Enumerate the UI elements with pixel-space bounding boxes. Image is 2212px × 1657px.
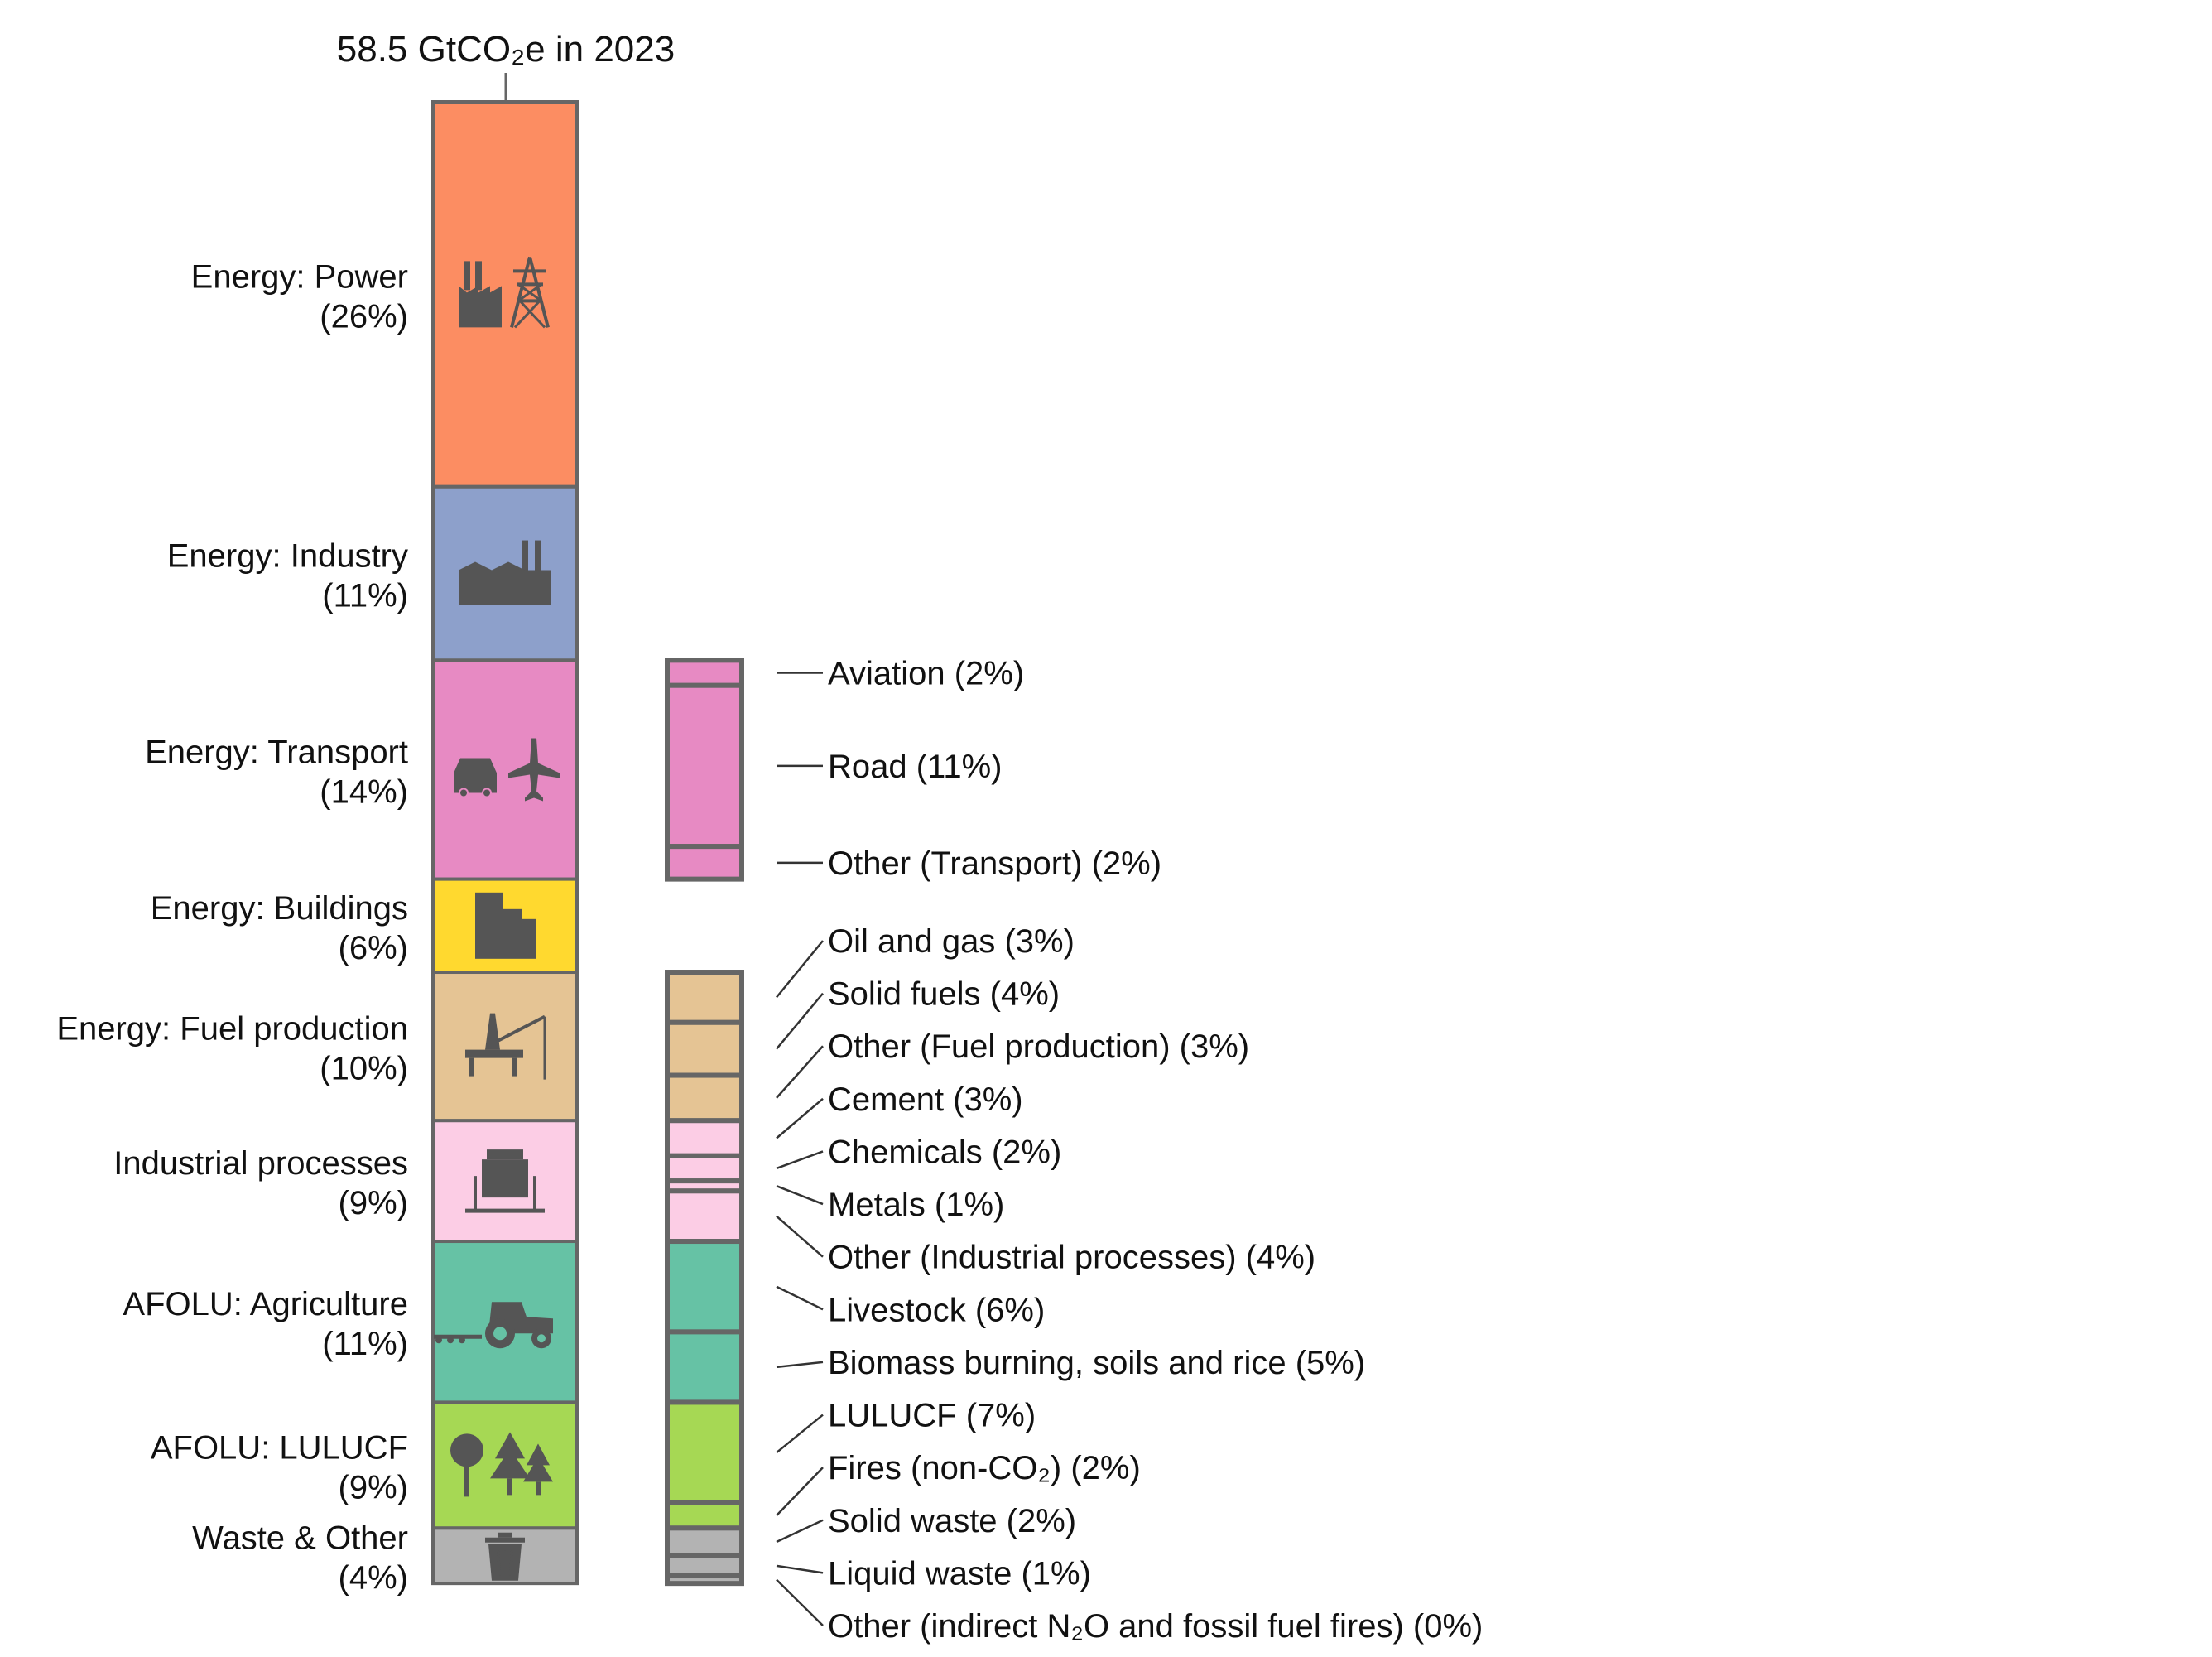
subsector-label: Oil and gas (3%) bbox=[828, 923, 1075, 960]
subsector-segment bbox=[665, 1525, 744, 1558]
subsector-label: Other (indirect N₂O and fossil fuel fire… bbox=[828, 1608, 1483, 1645]
sector-pct-ip: (9%) bbox=[339, 1185, 408, 1221]
subsector-label: Metals (1%) bbox=[828, 1187, 1004, 1223]
factory-pylon-icon bbox=[459, 256, 550, 329]
sector-label-transport: Energy: Transport bbox=[145, 734, 408, 770]
cement-mixer-icon bbox=[465, 1149, 545, 1213]
subsector-label: Fires (non-CO₂) (2%) bbox=[828, 1450, 1141, 1486]
buildings-icon bbox=[475, 892, 536, 959]
subsector-label: Cement (3%) bbox=[828, 1081, 1023, 1118]
sector-label-lulucf: AFOLU: LULUCF bbox=[151, 1429, 408, 1466]
subsector-leader-line bbox=[776, 1414, 824, 1454]
subsector-leader-line bbox=[776, 1150, 824, 1170]
sector-label-ip: Industrial processes bbox=[113, 1145, 408, 1182]
subsector-label: Other (Industrial processes) (4%) bbox=[828, 1240, 1315, 1276]
sector-pct-power: (26%) bbox=[320, 298, 408, 335]
trash-can-icon bbox=[485, 1532, 525, 1581]
sector-pct-industry: (11%) bbox=[322, 578, 408, 614]
oil-rig-icon bbox=[465, 1013, 546, 1080]
sector-label-agri: AFOLU: Agriculture bbox=[123, 1286, 408, 1322]
subsector-bars bbox=[665, 658, 744, 1587]
subsector-label: Liquid waste (1%) bbox=[828, 1555, 1091, 1592]
sector-labels: Energy: Power(26%)Energy: Industry(11%)E… bbox=[56, 258, 408, 1596]
subsector-label: Road (11%) bbox=[828, 749, 1002, 785]
subsector-leader-line bbox=[776, 992, 824, 1050]
subsector-leader-line bbox=[776, 1361, 824, 1369]
subsector-segment bbox=[665, 844, 744, 882]
subsector-segment bbox=[665, 1239, 744, 1335]
subsector-leader-line bbox=[776, 1519, 824, 1544]
sector-pct-waste: (4%) bbox=[339, 1560, 408, 1597]
subsector-segment bbox=[665, 1072, 744, 1124]
subsector-leader-line bbox=[776, 1097, 824, 1139]
subsector-segment bbox=[665, 1153, 744, 1184]
sector-label-waste: Waste & Other bbox=[192, 1520, 408, 1557]
subsector-segment bbox=[665, 1553, 744, 1579]
subsector-label: Biomass burning, soils and rice (5%) bbox=[828, 1345, 1365, 1381]
factory-icon bbox=[459, 540, 551, 605]
subsector-label: Livestock (6%) bbox=[828, 1292, 1045, 1328]
subsector-label: Solid fuels (4%) bbox=[828, 976, 1060, 1013]
sector-label-fuel: Energy: Fuel production bbox=[56, 1011, 408, 1048]
sector-pct-lulucf: (9%) bbox=[339, 1469, 408, 1505]
sector-label-power: Energy: Power bbox=[191, 258, 408, 295]
subsector-label: Chemicals (2%) bbox=[828, 1134, 1061, 1170]
sector-pct-fuel: (10%) bbox=[320, 1051, 408, 1087]
subsector-label: Other (Transport) (2%) bbox=[828, 845, 1161, 882]
trees-icon bbox=[450, 1432, 553, 1497]
chart-title: 58.5 GtCO₂e in 2023 bbox=[337, 29, 675, 70]
subsector-label: Solid waste (2%) bbox=[828, 1503, 1076, 1539]
subsector-leader-line bbox=[776, 1467, 824, 1517]
main-stacked-bar bbox=[431, 100, 579, 1586]
subsector-segment bbox=[665, 682, 744, 850]
subsector-segment bbox=[665, 1573, 744, 1587]
bar-segment-transport bbox=[431, 658, 579, 881]
subsector-segment bbox=[665, 1329, 744, 1405]
bar-segment-power bbox=[431, 100, 579, 489]
subsector-label: Aviation (2%) bbox=[828, 656, 1024, 692]
subsector-leader-line bbox=[776, 1045, 824, 1099]
bar-segment-fuel bbox=[431, 971, 579, 1123]
sector-label-buildings: Energy: Buildings bbox=[151, 890, 408, 927]
subsector-segment bbox=[665, 1399, 744, 1505]
sector-pct-transport: (14%) bbox=[320, 773, 408, 810]
subsector-segment bbox=[665, 1019, 744, 1078]
subsector-segment bbox=[665, 1500, 744, 1531]
sector-pct-buildings: (6%) bbox=[339, 930, 408, 966]
subsector-label: Other (Fuel production) (3%) bbox=[828, 1028, 1249, 1065]
subsector-leader-line bbox=[776, 1185, 824, 1206]
subsector-leader-line bbox=[776, 940, 824, 999]
tractor-icon bbox=[434, 1302, 553, 1349]
subsector-segment bbox=[665, 1118, 744, 1158]
sector-label-industry: Energy: Industry bbox=[167, 538, 408, 575]
sector-pct-agri: (11%) bbox=[322, 1326, 408, 1362]
subsector-leader-line bbox=[776, 1564, 824, 1574]
subsector-leader-line bbox=[776, 1578, 824, 1626]
subsector-labels: Aviation (2%) Road (11%) Other (Transport)… bbox=[776, 656, 1483, 1645]
subsector-segment bbox=[665, 1188, 744, 1245]
car-plane-icon bbox=[454, 738, 560, 802]
subsector-segment bbox=[665, 970, 744, 1025]
subsector-segment bbox=[665, 658, 744, 688]
subsector-leader-line bbox=[776, 1285, 824, 1311]
subsector-leader-line bbox=[776, 1215, 824, 1258]
subsector-label: LULUCF (7%) bbox=[828, 1398, 1036, 1434]
